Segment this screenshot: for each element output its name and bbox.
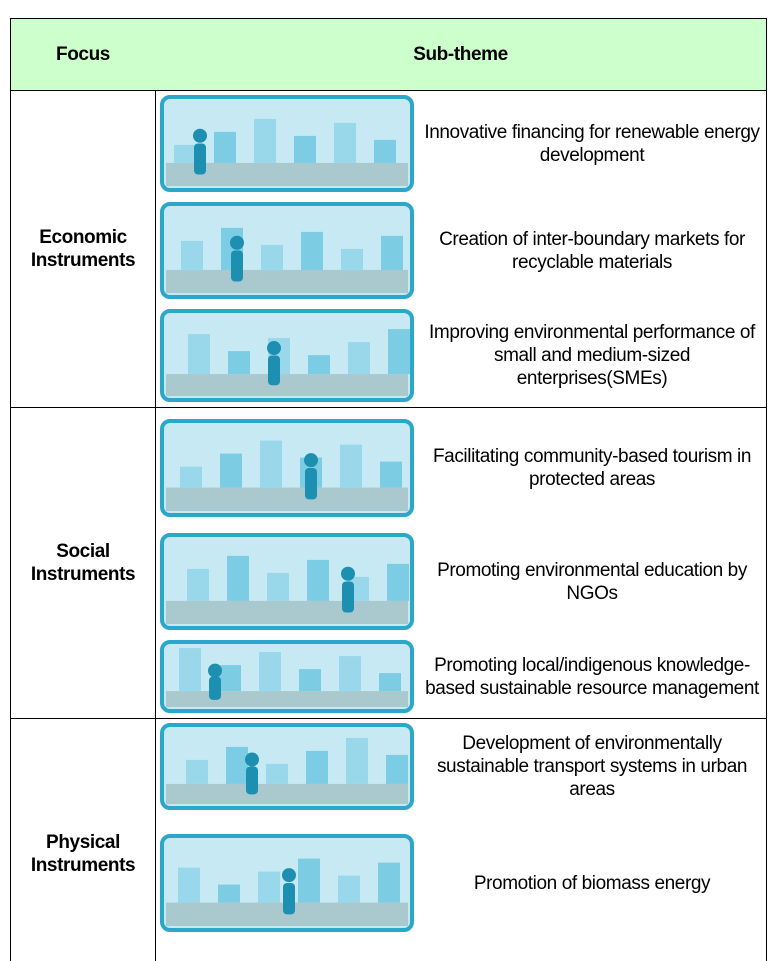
sub-theme-text: Promoting local/indigenous knowledge-bas… <box>425 654 759 699</box>
sub-theme-text: Innovative financing for renewable energ… <box>424 121 760 166</box>
group-cell <box>155 90 767 408</box>
sub-theme-text: Improving environmental performance of s… <box>429 322 755 389</box>
illustration <box>160 533 414 630</box>
focus-label: Social Instruments <box>10 407 156 719</box>
illustration <box>160 95 414 192</box>
illustration <box>160 723 414 810</box>
header-sub-theme: Sub-theme <box>155 18 767 91</box>
illustration <box>160 834 414 932</box>
illustration <box>160 309 414 402</box>
sub-theme-text: Facilitating community-based tourism in … <box>432 445 752 490</box>
focus-label: Physical Instruments <box>10 718 156 961</box>
illustration <box>160 202 414 299</box>
group-cell <box>155 718 767 961</box>
focus-label: Economic Instruments <box>10 90 156 408</box>
illustration <box>160 418 414 517</box>
sub-theme-text: Promoting environmental education by NGO… <box>437 559 747 604</box>
sub-theme-text: Creation of inter-boundary markets for r… <box>439 228 745 273</box>
sub-theme-text: Promotion of biomass energy <box>473 872 711 894</box>
sub-theme-text: Development of environmentally sustainab… <box>436 733 748 800</box>
group-cell <box>155 407 767 719</box>
header-focus: Focus <box>10 18 156 91</box>
illustration <box>160 640 414 713</box>
